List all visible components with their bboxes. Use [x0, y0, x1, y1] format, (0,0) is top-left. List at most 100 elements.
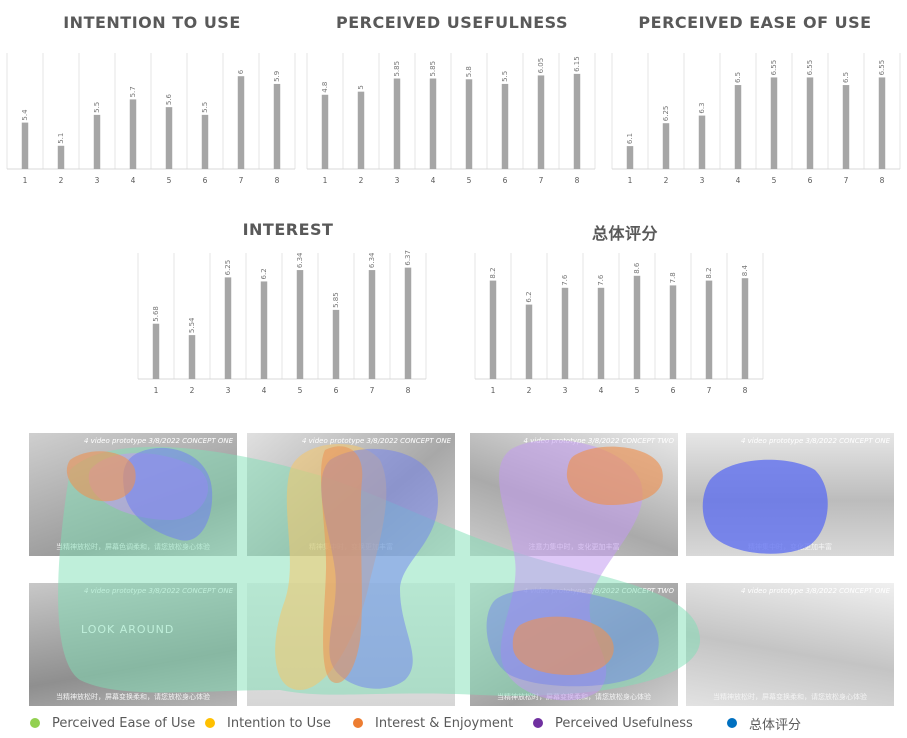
chart-title-usefulness: PERCEIVED USEFULNESS	[336, 13, 568, 32]
bar	[698, 115, 706, 169]
legend-item-perceived-usefulness: Perceived Usefulness	[533, 713, 693, 733]
tick-label: 2	[527, 386, 532, 395]
chart-title-overall: 总体评分	[591, 224, 658, 243]
data-label: 6.15	[573, 56, 581, 72]
legend-item-overall-score: 总体评分	[727, 713, 801, 733]
prototype-photo-6	[247, 583, 455, 706]
bar	[224, 277, 232, 379]
tick-label: 8	[406, 386, 411, 395]
photo-inner-text: LOOK AROUND	[81, 623, 175, 636]
interest-chart: 5.68 1 5.54 2 6.25 3 6.2 4 6.34 5 5.85 6 6.34 7 6.37 8	[137, 250, 427, 395]
bar	[705, 280, 713, 379]
photo-subtitle: 当精神放松时，屏幕变换柔和，请您放松身心体验	[713, 693, 867, 701]
tick-label: 7	[239, 176, 244, 185]
tick-label: 5	[467, 176, 472, 185]
data-label: 6	[237, 69, 245, 74]
tick-label: 7	[707, 386, 712, 395]
photo-subtitle: 当精神放松时，屏幕变换柔和，请您放松身心体验	[56, 693, 210, 701]
tick-label: 5	[167, 176, 172, 185]
photo-caption: 4 video prototype 3/8/2022 CONCEPT ONE	[740, 437, 890, 445]
data-label: 6.25	[224, 260, 232, 276]
legend-dot	[533, 718, 543, 728]
tick-label: 7	[539, 176, 544, 185]
photo-caption: 4 video prototype 3/8/2022 CONCEPT ONE	[83, 587, 233, 595]
bar	[669, 285, 677, 379]
tick-label: 3	[563, 386, 568, 395]
data-label: 5.9	[273, 71, 281, 82]
chart-title-intention: INTENTION TO USE	[63, 13, 241, 32]
intention-to-use-chart: 5.4 1 5.1 2 5.5 3 5.7 4 5.6 5 5.5 6 6 7 5.9 8	[6, 53, 296, 185]
data-label: 6.05	[537, 58, 545, 74]
data-label: 7.6	[561, 274, 569, 286]
photo-subtitle: 精神集中时，变换更加丰富	[309, 543, 393, 551]
data-label: 4.8	[321, 82, 329, 93]
bar	[152, 323, 160, 379]
bar	[662, 123, 670, 169]
bar	[842, 85, 850, 169]
tick-label: 4	[599, 386, 604, 395]
tick-label: 4	[736, 176, 741, 185]
bar	[201, 114, 209, 169]
bar	[573, 73, 581, 169]
tick-label: 2	[359, 176, 364, 185]
legend-label: Intention to Use	[227, 715, 331, 731]
legend-item-ease-of-use: Perceived Ease of Use	[30, 713, 195, 733]
bar	[770, 77, 778, 169]
data-label: 6.37	[404, 250, 412, 266]
tick-label: 4	[131, 176, 136, 185]
data-label: 8.2	[705, 267, 713, 278]
prototype-photo-2: 4 video prototype 3/8/2022 CONCEPT ONE 精…	[247, 433, 455, 556]
perceived-ease-of-use-chart: 6.1 1 6.25 2 6.3 3 6.5 4 6.55 5 6.55 6 6.5 7 6.55 8	[611, 53, 901, 185]
bar	[93, 114, 101, 169]
data-label: 5.5	[201, 102, 209, 113]
prototype-photo-3: 4 video prototype 3/8/2022 CONCEPT TWO 注…	[470, 433, 678, 556]
legend-dot	[30, 718, 40, 728]
bar	[404, 267, 412, 379]
data-label: 6.5	[734, 72, 742, 83]
tick-label: 8	[743, 386, 748, 395]
data-label: 5.4	[21, 109, 29, 121]
bar	[129, 99, 137, 169]
bar	[734, 85, 742, 169]
data-label: 5.7	[129, 86, 137, 97]
bar	[878, 77, 886, 169]
data-label: 5.85	[393, 61, 401, 77]
data-label: 5	[357, 85, 365, 89]
data-label: 8.2	[489, 267, 497, 278]
tick-label: 5	[772, 176, 777, 185]
data-label: 6.25	[662, 106, 670, 122]
tick-label: 6	[671, 386, 676, 395]
legend: Perceived Ease of Use Intention to Use I…	[30, 713, 880, 733]
data-label: 5.54	[188, 317, 196, 333]
bar	[501, 83, 509, 169]
data-label: 6.2	[525, 291, 533, 302]
legend-label: Perceived Ease of Use	[52, 715, 196, 731]
bar	[465, 79, 473, 169]
photo-caption: 4 video prototype 3/8/2022 CONCEPT TWO	[523, 587, 674, 595]
tick-label: 1	[491, 386, 496, 395]
data-label: 6.34	[296, 252, 304, 268]
bar	[537, 75, 545, 169]
legend-item-interest-enjoyment: Interest & Enjoyment	[353, 713, 513, 733]
data-label: 8.6	[633, 262, 641, 274]
photo-subtitle: 当精神放松时，屏幕变换柔和，请您放松身心体验	[497, 693, 651, 701]
data-label: 6.1	[626, 133, 634, 144]
bar	[57, 145, 65, 169]
data-label: 6.55	[770, 60, 778, 76]
bar	[368, 270, 376, 379]
tick-label: 1	[154, 386, 159, 395]
overall-score-chart: 8.2 1 6.2 2 7.6 3 7.6 4 8.6 5 7.8 6 8.2 7 8.4 8	[474, 253, 764, 395]
data-label: 5.5	[501, 71, 509, 82]
tick-label: 6	[808, 176, 813, 185]
tick-label: 3	[395, 176, 400, 185]
data-label: 6.5	[842, 72, 850, 83]
bar	[188, 335, 196, 379]
photo-caption: 4 video prototype 3/8/2022 CONCEPT ONE	[740, 587, 890, 595]
data-label: 7.6	[597, 274, 605, 286]
tick-label: 8	[880, 176, 885, 185]
photo-caption: 4 video prototype 3/8/2022 CONCEPT ONE	[83, 437, 233, 445]
prototype-photo-5: 4 video prototype 3/8/2022 CONCEPT ONE L…	[29, 583, 237, 706]
tick-label: 5	[298, 386, 303, 395]
chart-title-ease: PERCEIVED EASE OF USE	[638, 13, 872, 32]
